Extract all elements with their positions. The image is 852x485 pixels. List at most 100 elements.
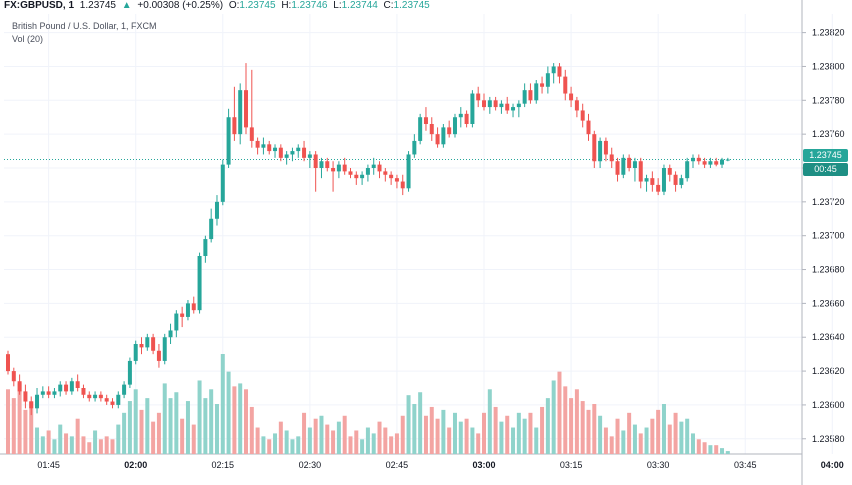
- candle-body: [511, 107, 516, 111]
- candle-body: [127, 360, 132, 385]
- candle-body: [278, 147, 283, 158]
- candle-body: [249, 127, 254, 141]
- volume-bar: [592, 404, 597, 454]
- volume-bar: [441, 409, 446, 454]
- last-price: 1.23745: [79, 0, 116, 11]
- candle-body: [93, 394, 98, 399]
- volume-bar: [46, 430, 51, 454]
- candle-body: [319, 161, 324, 168]
- candle-body: [116, 394, 121, 405]
- volume-bar: [551, 380, 556, 454]
- volume-bar: [6, 389, 10, 454]
- candle-body: [650, 178, 655, 185]
- volume-bar: [104, 436, 109, 454]
- volume-bar: [650, 418, 655, 454]
- volume-bar: [540, 406, 545, 454]
- volume-bar: [365, 427, 370, 454]
- candle-body: [673, 174, 678, 185]
- candle-body: [232, 117, 237, 135]
- volume-bar: [87, 442, 92, 454]
- volume-bar: [627, 412, 632, 454]
- candle-body: [168, 330, 173, 338]
- candle-body: [290, 151, 295, 155]
- volume-bar: [621, 430, 626, 454]
- volume-bar: [354, 430, 359, 454]
- candle-body: [458, 113, 463, 118]
- y-tick-label: 1.23720: [812, 197, 845, 207]
- candle-body: [545, 73, 550, 87]
- volume-indicator-label[interactable]: Vol (20): [12, 34, 44, 44]
- volume-bar: [580, 401, 585, 454]
- candle-body: [348, 171, 353, 175]
- volume-bar: [452, 412, 457, 454]
- candle-body: [435, 134, 440, 145]
- candle-body: [464, 113, 469, 124]
- candle-body: [383, 171, 388, 175]
- candle-body: [284, 154, 289, 158]
- volume-bar: [110, 439, 115, 454]
- candle-body: [702, 161, 707, 165]
- x-tick-label: 02:45: [386, 460, 409, 470]
- volume-bar: [214, 404, 219, 454]
- volume-bar: [255, 427, 260, 454]
- candle-body: [35, 394, 40, 409]
- volume-bar: [81, 436, 86, 454]
- volume-bar: [412, 404, 417, 454]
- volume-bar: [406, 395, 411, 454]
- volume-bar: [394, 433, 399, 454]
- candle-body: [23, 391, 28, 402]
- countdown-badge: 00:45: [803, 163, 848, 176]
- candle-body: [122, 384, 127, 395]
- candle-body: [482, 100, 487, 108]
- volume-bar: [696, 439, 701, 454]
- open-label: O:: [228, 0, 240, 11]
- candle-body: [302, 147, 307, 158]
- candle-body: [609, 154, 614, 162]
- volume-bar: [563, 386, 568, 454]
- volume-bar: [23, 409, 28, 454]
- candle-body: [139, 344, 144, 348]
- candle-body: [273, 147, 278, 152]
- candle-body: [696, 157, 701, 162]
- y-tick-label: 1.23620: [812, 366, 845, 376]
- candle-body: [214, 201, 219, 219]
- volume-bar: [331, 430, 336, 454]
- candle-body: [336, 164, 341, 172]
- y-tick-label: 1.23800: [812, 61, 845, 71]
- volume-bar: [17, 383, 22, 454]
- close-value: 1.23745: [393, 0, 430, 11]
- candle-body: [17, 381, 22, 392]
- candle-body: [406, 154, 411, 189]
- volume-bar: [632, 424, 637, 454]
- candle-body: [389, 174, 394, 179]
- candle-body: [151, 337, 156, 351]
- volume-bar: [423, 415, 428, 454]
- volume-bar: [720, 448, 725, 454]
- volume-bar: [180, 418, 185, 454]
- volume-bar: [249, 406, 254, 454]
- volume-bar: [226, 371, 231, 454]
- candle-body: [365, 168, 370, 175]
- candle-body: [725, 159, 730, 161]
- volume-bar: [319, 415, 324, 454]
- candle-body: [423, 117, 428, 124]
- candle-body: [46, 391, 51, 395]
- candle-body: [180, 313, 185, 317]
- high-value: 1.23746: [291, 0, 328, 11]
- candle-body: [603, 140, 608, 155]
- low-value: 1.23744: [341, 0, 378, 11]
- volume-bar: [93, 430, 98, 454]
- volume-bar: [278, 421, 283, 454]
- volume-bar: [371, 433, 376, 454]
- candle-body: [476, 93, 481, 101]
- candle-body: [11, 371, 16, 382]
- volume-bar: [342, 415, 347, 454]
- candle-body: [156, 350, 161, 361]
- volume-bar: [174, 392, 179, 454]
- candle-body: [296, 147, 301, 152]
- y-tick-label: 1.23760: [812, 129, 845, 139]
- volume-bar: [708, 445, 713, 454]
- volume-bar: [644, 427, 649, 454]
- volume-bar: [458, 421, 463, 454]
